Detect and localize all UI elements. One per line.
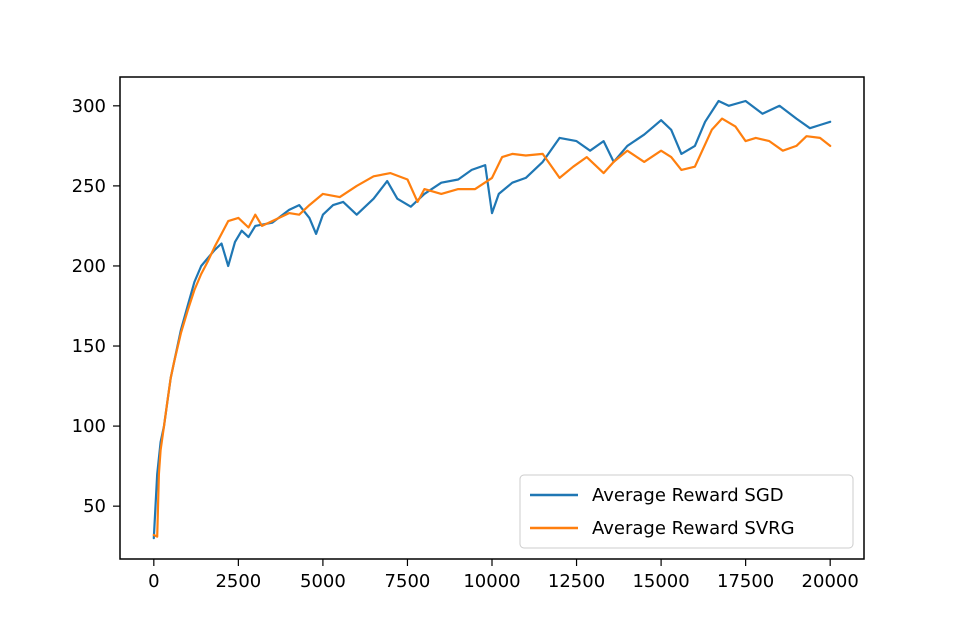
x-tick-label: 17500 (717, 571, 774, 592)
y-axis: 50 100 150 200 250 300 (72, 96, 120, 517)
x-tick-label: 0 (148, 571, 159, 592)
y-tick-label: 200 (72, 256, 106, 277)
y-tick-label: 150 (72, 336, 106, 357)
x-axis: 0 2500 5000 7500 10000 12500 15000 17500 20000 (148, 559, 859, 592)
y-tick-label: 250 (72, 176, 106, 197)
legend-box (519, 474, 854, 549)
series-layer (152, 99, 832, 540)
x-tick-label: 7500 (385, 571, 431, 592)
y-tick-label: 100 (72, 416, 106, 437)
legend: Average Reward SGD Average Reward SVRG (519, 474, 854, 549)
y-tick-label: 50 (83, 496, 106, 517)
x-tick-label: 15000 (632, 571, 689, 592)
legend-label-sgd: Average Reward SGD (592, 485, 784, 506)
x-tick-label: 10000 (463, 571, 520, 592)
series-line-svrg (152, 117, 832, 538)
x-tick-label: 5000 (300, 571, 346, 592)
y-tick-label: 300 (72, 96, 106, 117)
x-tick-label: 2500 (215, 571, 261, 592)
x-tick-label: 20000 (802, 571, 859, 592)
x-tick-label: 12500 (548, 571, 605, 592)
series-line-sgd (152, 99, 832, 540)
legend-label-svrg: Average Reward SVRG (592, 518, 795, 539)
